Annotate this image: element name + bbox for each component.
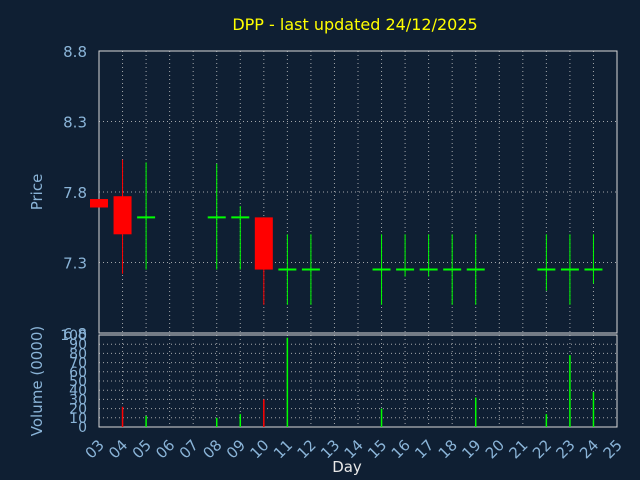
volume-axis-label: Volume (0000) bbox=[28, 326, 46, 436]
price-tick-label: 6.8 bbox=[63, 325, 87, 343]
volume-tick-label: 90 bbox=[69, 337, 87, 353]
price-tick-label: 8.8 bbox=[63, 43, 87, 61]
price-tick-label: 7.3 bbox=[63, 255, 87, 273]
volume-tick-label: 100 bbox=[60, 328, 87, 344]
volume-tick-label: 60 bbox=[69, 365, 87, 381]
volume-tick-label: 80 bbox=[69, 346, 87, 362]
volume-tick-label: 10 bbox=[69, 411, 87, 427]
x-axis-label: Day bbox=[332, 458, 362, 476]
price-panel: 8.8 8.3 7.8 7.3 6.8 bbox=[63, 43, 618, 343]
price-tick-label: 8.3 bbox=[63, 114, 87, 132]
chart-title: DPP - last updated 24/12/2025 bbox=[232, 15, 477, 34]
volume-tick-label: 0 bbox=[78, 420, 87, 436]
candle-body bbox=[90, 199, 108, 208]
volume-tick-label: 20 bbox=[69, 402, 87, 418]
price-plot-frame bbox=[98, 50, 618, 334]
volume-tick-label: 70 bbox=[69, 356, 87, 372]
volume-tick-label: 30 bbox=[69, 392, 87, 408]
price-tick-label: 7.8 bbox=[63, 184, 87, 202]
x-tick-labels: 0304050607080910111213141516171819202122… bbox=[82, 436, 626, 462]
price-axis-label: Price bbox=[28, 174, 46, 211]
candle-body bbox=[113, 196, 132, 235]
candle-body bbox=[254, 217, 273, 270]
volume-tick-label: 40 bbox=[69, 383, 87, 399]
volume-plot-frame bbox=[98, 334, 618, 428]
volume-tick-label: 50 bbox=[69, 374, 87, 390]
